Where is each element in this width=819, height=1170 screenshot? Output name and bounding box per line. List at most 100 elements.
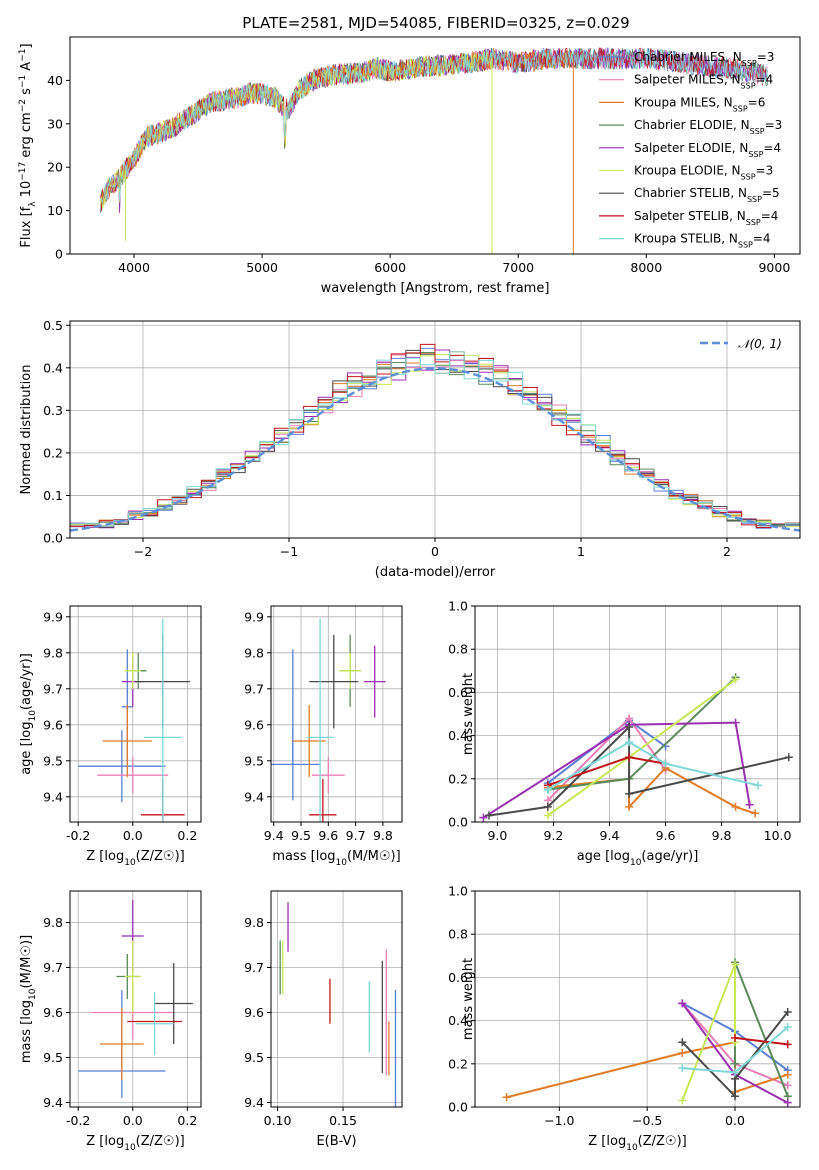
x-tick-label: 0.15 — [329, 1113, 357, 1128]
plot-area — [78, 900, 193, 1098]
y-tick-label: 9.4 — [43, 1095, 63, 1110]
series-line — [681, 964, 736, 1101]
y-tick-label: 9.5 — [43, 1050, 63, 1065]
plot-area — [78, 618, 191, 822]
y-axis-label: Flux [fλ 10−17 erg cm−2 s−1 A−1] — [18, 43, 38, 247]
y-axis-label: mass [log10(M/M☉)] — [19, 935, 38, 1063]
plot-area — [502, 958, 792, 1107]
y-tick-label: 0.0 — [448, 815, 468, 830]
series-point — [783, 1007, 792, 1016]
y-tick-label: 9.8 — [43, 645, 63, 660]
y-tick-label: 0.3 — [43, 403, 63, 418]
y-tick-label: 0.6 — [448, 685, 468, 700]
series-point — [731, 1068, 739, 1077]
series-point — [625, 722, 634, 731]
x-tick-label: 0.0 — [123, 1113, 143, 1128]
axes-frame — [270, 890, 403, 1108]
series-line — [734, 961, 789, 1097]
histogram-step — [70, 351, 800, 527]
y-tick-label: 9.7 — [244, 681, 264, 696]
series-line — [547, 740, 759, 791]
series-point — [678, 999, 687, 1008]
x-tick-label: 0.10 — [264, 1113, 292, 1128]
series-point — [678, 1049, 687, 1057]
chart-mass-weight-vs-age: 9.0 9.2 9.4 9.6 9.8 10.0 0.0 0.2 0.4 0.6 0.8 1.0 age… — [448, 599, 801, 868]
y-axis-label: mass weight — [461, 673, 476, 755]
legend-entry: Chabrier MILES, NSSP=3 — [634, 50, 774, 68]
series-point — [783, 1098, 792, 1107]
legend-entry: Kroupa STELIB, NSSP=4 — [634, 232, 771, 250]
y-tick-label: 0.0 — [448, 1100, 468, 1115]
series-point — [783, 1040, 792, 1049]
y-tick-label: 9.9 — [244, 609, 264, 624]
x-tick-label: 2 — [723, 544, 731, 559]
series-point — [543, 811, 552, 820]
y-tick-label: 0.2 — [448, 1056, 468, 1071]
series-point — [731, 1092, 739, 1101]
y-tick-label: 9.7 — [244, 960, 264, 975]
series-point — [751, 809, 760, 818]
y-tick-label: 9.4 — [244, 1095, 264, 1110]
series-line — [482, 721, 751, 819]
series-point — [678, 1096, 687, 1105]
y-tick-label: 0.4 — [448, 728, 468, 743]
x-tick-label: -0.2 — [66, 828, 90, 843]
axes-frame — [69, 890, 202, 1108]
series-point — [745, 800, 754, 809]
legend-entry: Kroupa MILES, NSSP=6 — [634, 95, 765, 113]
y-tick-label: 1.0 — [448, 884, 468, 899]
series-point — [731, 1033, 739, 1042]
x-tick-label: 9000 — [758, 260, 790, 275]
series-point — [485, 811, 494, 820]
y-tick-label: 9.7 — [43, 960, 63, 975]
y-tick-label: 20 — [47, 160, 63, 175]
plot-area — [271, 618, 386, 822]
y-axis-label: mass weight — [461, 958, 476, 1040]
x-tick-label: 9.6 — [318, 828, 338, 843]
y-tick-label: 9.6 — [43, 717, 63, 732]
axes-frame — [69, 36, 801, 255]
x-tick-label: 9.5 — [291, 828, 311, 843]
x-axis-label: Z [log10(Z/Z☉)] — [86, 1134, 184, 1153]
y-tick-label: 0.8 — [448, 927, 468, 942]
x-tick-label: 9.7 — [346, 828, 366, 843]
y-tick-label: 9.8 — [43, 915, 63, 930]
series-point — [731, 675, 740, 684]
x-tick-label: 9.2 — [544, 828, 564, 843]
x-tick-label: 4000 — [118, 260, 150, 275]
legend-entry: Chabrier STELIB, NSSP=5 — [634, 186, 780, 204]
x-tick-label: 0 — [431, 544, 439, 559]
axes-frame — [474, 890, 801, 1108]
x-tick-label: −1 — [280, 544, 298, 559]
chart-spectrum: Chabrier MILES, NSSP=3 Salpeter MILES, NS… — [18, 36, 801, 296]
x-axis-label: Z [log10(Z/Z☉)] — [86, 849, 184, 868]
axes-frame — [69, 605, 202, 823]
series-point — [783, 1023, 792, 1032]
series-point — [543, 785, 552, 794]
x-tick-label: −0.5 — [632, 1113, 662, 1128]
y-tick-label: 9.4 — [244, 789, 264, 804]
chart-age-vs-Z: -0.2 0.0 0.2 9.4 9.5 9.6 9.7 9.8 9.9 Z [log10(Z/Z… — [19, 605, 202, 868]
x-tick-label: -0.2 — [66, 1113, 90, 1128]
x-tick-label: 9.4 — [264, 828, 284, 843]
x-tick-label: 9.8 — [712, 828, 732, 843]
x-axis-label: wavelength [Angstrom, rest frame] — [321, 281, 550, 296]
y-tick-label: 9.7 — [43, 681, 63, 696]
series-point — [783, 1070, 792, 1079]
chart-residuals: 𝒩(0, 1) −2 −1 0 1 2 0.0 0.1 0.2 0.3 0.4 0.5 (data-mo… — [19, 318, 801, 580]
series-point — [784, 753, 793, 762]
figure-title: PLATE=2581, MJD=54085, FIBERID=0325, z=0… — [242, 14, 629, 32]
x-tick-label: 7000 — [502, 260, 534, 275]
series-point — [731, 1059, 739, 1068]
y-tick-label: 9.8 — [244, 645, 264, 660]
series-point — [625, 738, 634, 747]
y-tick-label: 9.5 — [244, 753, 264, 768]
x-axis-label: Z [log10(Z/Z☉)] — [588, 1134, 686, 1153]
y-tick-label: 9.9 — [43, 609, 63, 624]
series-point — [625, 802, 634, 811]
x-tick-label: 9.6 — [656, 828, 676, 843]
x-tick-label: 0.2 — [177, 1113, 197, 1128]
plot-area — [100, 46, 769, 254]
y-tick-label: 30 — [47, 116, 63, 131]
series-point — [678, 1064, 687, 1073]
